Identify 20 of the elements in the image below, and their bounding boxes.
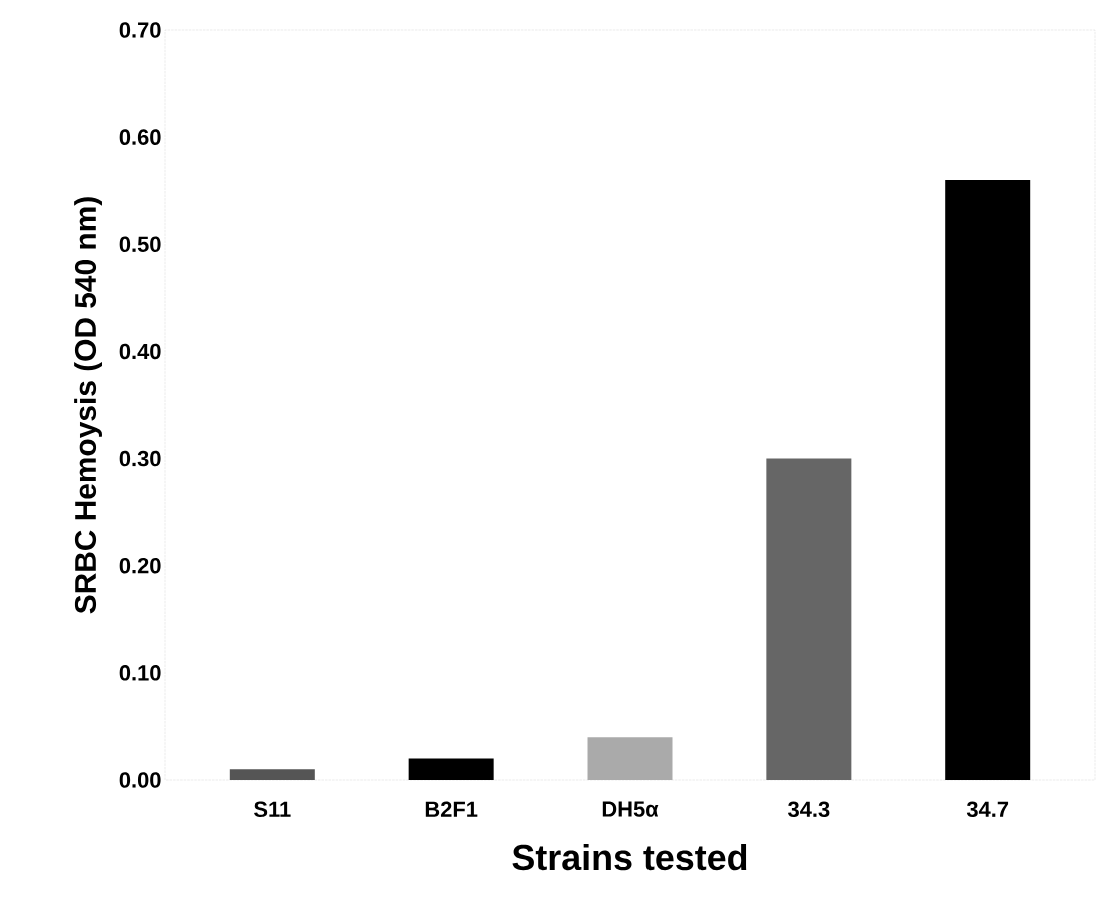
- bar: [766, 458, 852, 780]
- x-tick-label: S11: [254, 801, 291, 818]
- x-tick-label: DH5α: [602, 801, 659, 817]
- y-tick-label: 0.20: [119, 557, 161, 574]
- bar: [408, 758, 494, 780]
- x-tick-label: 34.3: [788, 801, 830, 818]
- x-axis-title: Strains tested: [512, 843, 747, 871]
- y-tick-label: 0.00: [119, 772, 161, 788]
- y-tick-label: 0.50: [119, 236, 161, 253]
- x-tick-label: B2F1: [425, 801, 478, 817]
- bar: [229, 769, 315, 780]
- y-tick-label: 0.70: [119, 22, 161, 38]
- y-tick-label: 0.10: [119, 665, 161, 681]
- bar: [945, 180, 1031, 780]
- y-tick-label: 0.30: [119, 450, 161, 467]
- y-axis-title: SRBC Hemoysis (OD 540 nm): [74, 197, 102, 614]
- bar: [587, 737, 673, 780]
- y-tick-label: 0.40: [119, 343, 161, 360]
- x-tick-label: 34.7: [966, 801, 1009, 818]
- y-tick-label: 0.60: [119, 129, 161, 145]
